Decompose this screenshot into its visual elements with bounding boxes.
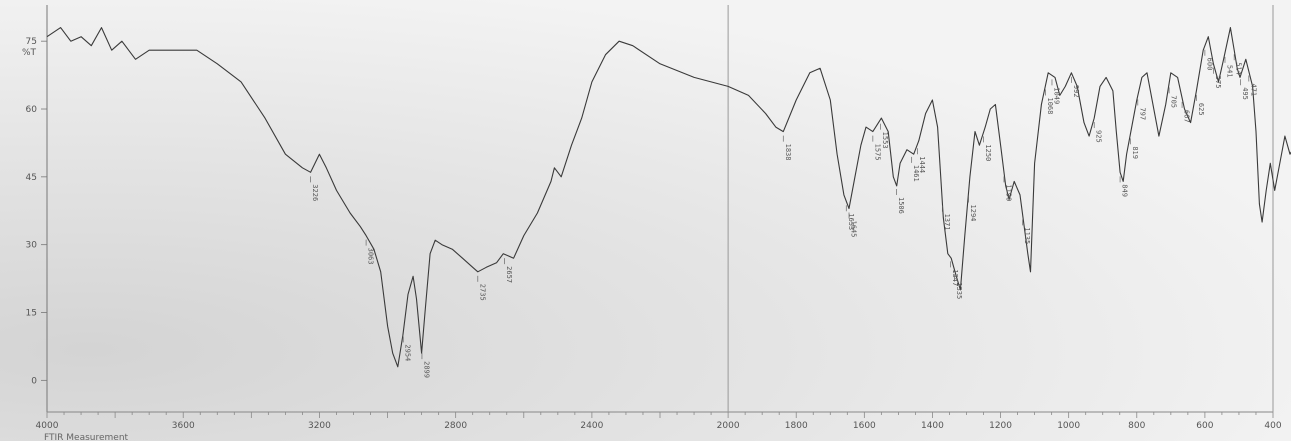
spectrum-series-line	[46, 27, 1291, 368]
x-tick-label: 2800	[444, 421, 467, 431]
peak-label: 1461	[912, 165, 920, 182]
footer-caption: FTIR Measurement	[44, 433, 129, 441]
peak-label: 600	[1205, 58, 1213, 71]
series-layer	[46, 27, 1291, 368]
peak-label: 1371	[943, 214, 951, 231]
y-axis-label: %T	[22, 48, 37, 58]
y-tick-label: 0	[31, 376, 37, 386]
x-tick-label: 600	[1196, 421, 1213, 431]
peak-label: 1335	[955, 282, 963, 299]
x-tick-label: 1000	[1057, 421, 1080, 431]
peak-label: 1294	[969, 205, 977, 222]
plot-frame	[46, 5, 1274, 413]
peak-label: 3063	[367, 248, 375, 265]
peak-label: 2735	[478, 284, 486, 301]
x-tick-label: 2000	[717, 421, 740, 431]
x-tick-label: 1600	[853, 421, 876, 431]
y-tick-label: 30	[26, 241, 38, 251]
x-tick-label: 3200	[308, 421, 331, 431]
peak-label: 797	[1138, 107, 1146, 120]
peak-label: 514	[1235, 62, 1243, 75]
x-tick-label: 800	[1128, 421, 1145, 431]
y-tick-label: 45	[26, 173, 37, 183]
x-tick-label: 400	[1264, 421, 1281, 431]
peak-label: 925	[1095, 130, 1103, 143]
peak-label: 849	[1121, 184, 1129, 197]
peak-label: 1250	[984, 144, 992, 161]
y-tick-label: 60	[26, 105, 38, 115]
x-tick-label: 1400	[921, 421, 944, 431]
peak-label: 1645	[850, 221, 858, 238]
peak-label: 1444	[918, 156, 926, 173]
peak-label: 667	[1183, 110, 1191, 123]
x-tick-label: 4000	[36, 421, 59, 431]
x-tick-label: 1800	[785, 421, 808, 431]
peak-label: 3226	[311, 184, 319, 201]
peak-label: 1838	[784, 144, 792, 161]
peak-label: 1575	[873, 144, 881, 161]
peak-label: 575	[1214, 76, 1222, 89]
peak-label: 2899	[422, 361, 430, 378]
x-tick-label: 2400	[580, 421, 603, 431]
axes: 4000 3600 3200 2800 2400 2000 1800 1600 1400 1200…	[26, 37, 1282, 431]
peak-label: 541	[1225, 65, 1233, 78]
peak-label: 1068	[1046, 97, 1054, 114]
peak-label: 2954	[404, 344, 412, 361]
x-tick-label: 1200	[989, 421, 1012, 431]
peak-label: 495	[1241, 87, 1249, 100]
y-tick-label: 75	[26, 37, 37, 47]
peak-label: 2657	[505, 266, 513, 283]
peak-label: 1049	[1052, 87, 1060, 104]
peak-label: 1190	[1004, 184, 1012, 201]
peak-label: 992	[1072, 85, 1080, 98]
x-tick-label: 3600	[172, 421, 195, 431]
peak-label: 705	[1170, 95, 1178, 108]
peak-label: 1653	[847, 213, 855, 230]
peak-label: 1347	[951, 269, 959, 286]
peak-label: 1135	[1023, 227, 1031, 244]
y-tick-label: 15	[26, 309, 37, 319]
peak-label: 625	[1197, 103, 1205, 116]
peak-label: 471	[1249, 83, 1257, 96]
peak-label: 819	[1131, 146, 1139, 159]
peak-label: 1553	[881, 132, 889, 149]
peak-label: 1506	[897, 197, 905, 214]
